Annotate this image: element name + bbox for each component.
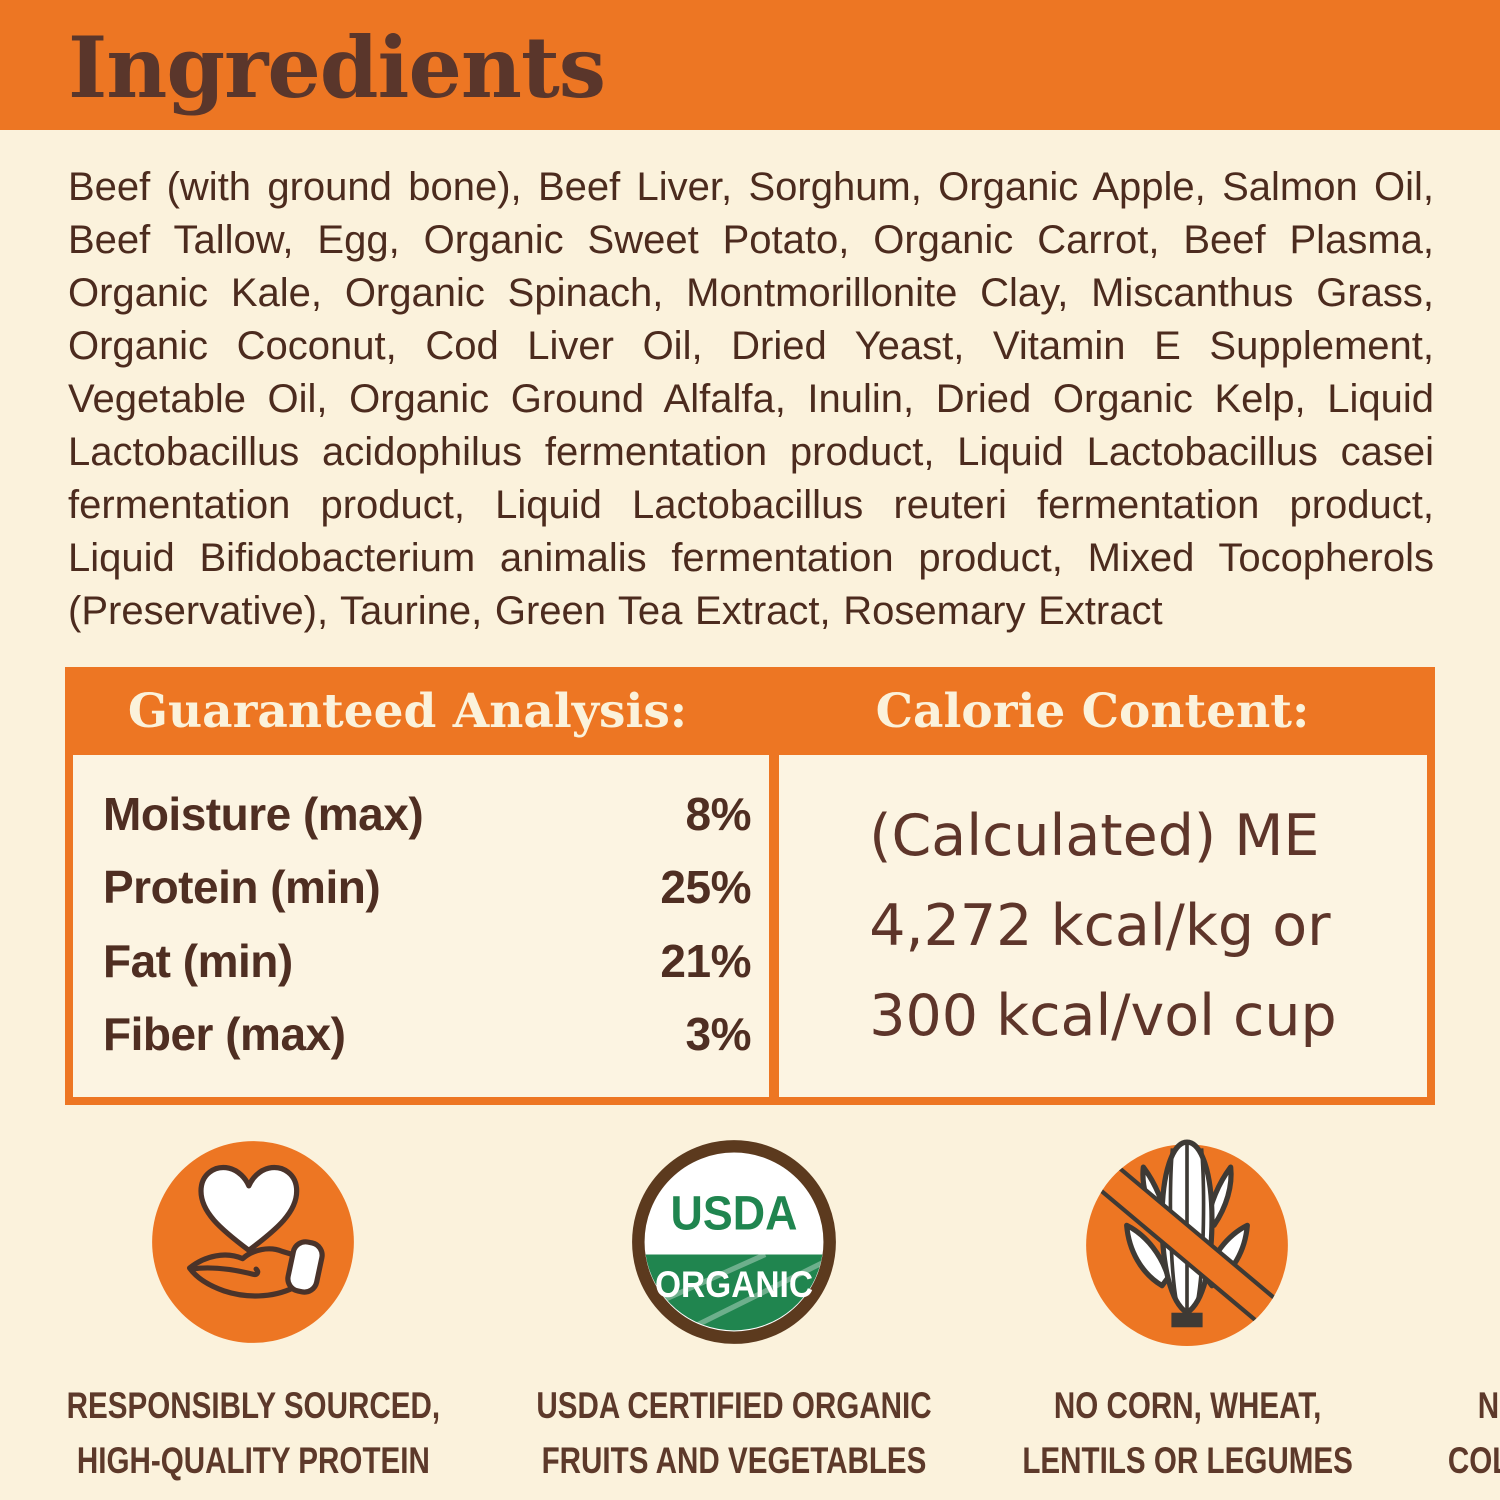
analysis-label: Fiber (max) bbox=[103, 1008, 346, 1061]
ingredients-paragraph: Beef (with ground bone), Beef Liver, Sor… bbox=[68, 165, 1434, 633]
badge-caption-line: LENTILS OR LEGUMES bbox=[1022, 1440, 1353, 1481]
badge-usda-organic: USDA ORGANIC USDA CERTIFIED ORGANIC FRUI… bbox=[487, 1138, 981, 1488]
calorie-line: 4,272 kcal/kg or bbox=[869, 893, 1331, 959]
guaranteed-analysis-title: Guaranteed Analysis: bbox=[127, 683, 688, 739]
analysis-calorie-header-band: Guaranteed Analysis: Calorie Content: bbox=[65, 667, 1435, 755]
calorie-content-title: Calorie Content: bbox=[875, 683, 1310, 739]
analysis-value: 3% bbox=[685, 1008, 752, 1061]
badge-responsibly-sourced: RESPONSIBLY SOURCED, HIGH-QUALITY PROTEI… bbox=[20, 1138, 487, 1488]
analysis-row: Fat (min) 21% bbox=[103, 934, 751, 988]
calorie-content-panel: (Calculated) ME 4,272 kcal/kg or 300 kca… bbox=[779, 755, 1427, 1097]
analysis-value: 8% bbox=[685, 787, 752, 840]
analysis-calorie-body: Moisture (max) 8% Protein (min) 25% Fat … bbox=[65, 755, 1435, 1105]
corn-stem bbox=[1171, 1312, 1203, 1328]
analysis-row: Protein (min) 25% bbox=[103, 860, 751, 914]
badge-no-artificial: NO ARTIFICIAL FLAVORS, COLORS OR PRESERV… bbox=[1394, 1138, 1500, 1488]
usda-organic-seal-icon: USDA ORGANIC bbox=[631, 1140, 836, 1344]
badge-no-corn: NO CORN, WHEAT, LENTILS OR LEGUMES bbox=[981, 1138, 1394, 1488]
analysis-value: 25% bbox=[660, 861, 751, 914]
page-title: Ingredients bbox=[68, 18, 606, 117]
calorie-line: (Calculated) ME bbox=[869, 803, 1320, 869]
title-band: Ingredients bbox=[0, 0, 1500, 130]
analysis-value: 21% bbox=[660, 934, 751, 987]
badge-caption-line: HIGH-QUALITY PROTEIN bbox=[76, 1440, 430, 1481]
seal-text-usda: USDA bbox=[670, 1188, 797, 1241]
badge-caption-line: FRUITS AND VEGETABLES bbox=[541, 1440, 927, 1481]
calorie-text-block: (Calculated) ME 4,272 kcal/kg or 300 kca… bbox=[869, 791, 1336, 1061]
badge-caption-line: NO ARTIFICIAL FLAVORS, bbox=[1477, 1385, 1500, 1426]
badge-caption-line: NO CORN, WHEAT, bbox=[1053, 1385, 1322, 1426]
analysis-label: Moisture (max) bbox=[103, 787, 424, 840]
no-corn-icon bbox=[1086, 1139, 1289, 1346]
badge-caption: NO CORN, WHEAT, LENTILS OR LEGUMES bbox=[1022, 1378, 1353, 1488]
analysis-label: Fat (min) bbox=[103, 934, 293, 987]
analysis-label: Protein (min) bbox=[103, 861, 381, 914]
analysis-calorie-box: Guaranteed Analysis: Calorie Content: Mo… bbox=[65, 667, 1435, 1105]
analysis-row: Moisture (max) 8% bbox=[103, 787, 752, 841]
badge-caption: NO ARTIFICIAL FLAVORS, COLORS OR PRESERV… bbox=[1448, 1378, 1500, 1488]
heart-in-hand-icon bbox=[152, 1141, 355, 1343]
badge-caption-line: RESPONSIBLY SOURCED, bbox=[66, 1385, 441, 1426]
analysis-row: Fiber (max) 3% bbox=[103, 1007, 752, 1061]
badge-caption-line: COLORS OR PRESERVATIVES bbox=[1447, 1440, 1500, 1481]
badge-caption: USDA CERTIFIED ORGANIC FRUITS AND VEGETA… bbox=[536, 1378, 931, 1488]
badge-caption: RESPONSIBLY SOURCED, HIGH-QUALITY PROTEI… bbox=[67, 1378, 440, 1488]
seal-text-organic: ORGANIC bbox=[655, 1263, 813, 1305]
badges-row: RESPONSIBLY SOURCED, HIGH-QUALITY PROTEI… bbox=[20, 1138, 1500, 1488]
guaranteed-analysis-panel: Moisture (max) 8% Protein (min) 25% Fat … bbox=[73, 755, 769, 1097]
badge-caption-line: USDA CERTIFIED ORGANIC bbox=[536, 1385, 932, 1426]
calorie-line: 300 kcal/vol cup bbox=[869, 983, 1337, 1049]
